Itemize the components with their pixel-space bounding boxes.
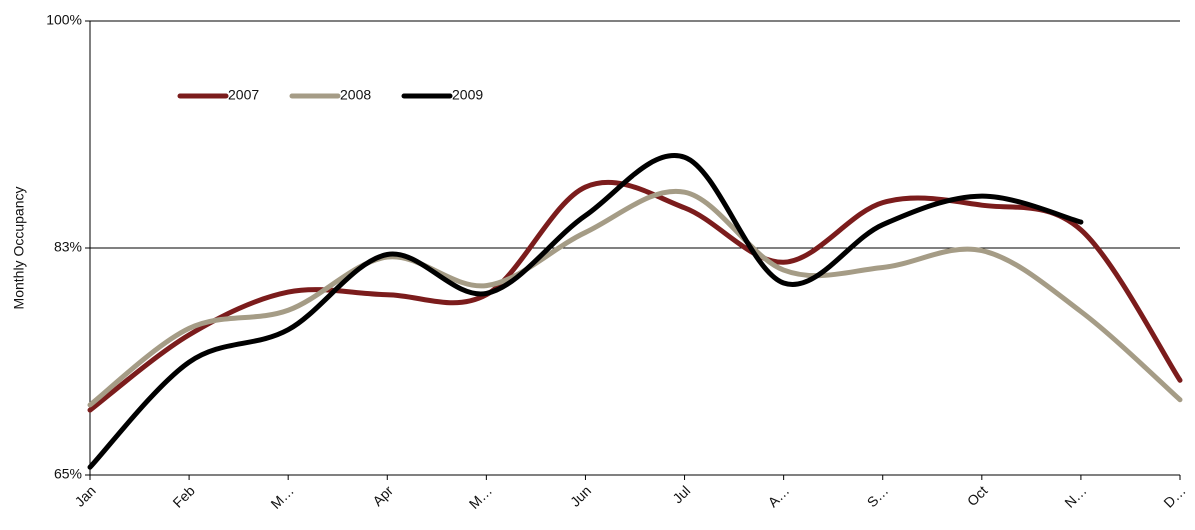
- x-tick-label: M…: [466, 482, 495, 511]
- legend-label: 2007: [228, 87, 259, 103]
- series-line: [87, 180, 1183, 413]
- x-tick-label: Jun: [567, 482, 594, 509]
- x-tick-label: Jan: [71, 482, 98, 509]
- x-tick-label: A…: [765, 482, 793, 510]
- series-line: [87, 153, 1084, 470]
- y-axis-label: Monthly Occupancy: [11, 187, 27, 310]
- x-tick-label: Feb: [169, 482, 198, 511]
- x-tick-label: Oct: [964, 482, 991, 509]
- legend-label: 2008: [340, 87, 371, 103]
- series-line: [87, 188, 1183, 408]
- y-tick-label: 100%: [46, 12, 82, 28]
- x-tick-label: M…: [267, 482, 296, 511]
- legend-label: 2009: [452, 87, 483, 103]
- x-tick-label: N…: [1061, 482, 1089, 510]
- x-tick-label: Jul: [669, 482, 693, 506]
- x-tick-label: S…: [864, 482, 892, 510]
- y-tick-label: 83%: [54, 239, 82, 255]
- x-tick-label: D…: [1160, 482, 1188, 510]
- x-tick-label: Apr: [369, 482, 396, 509]
- y-tick-label: 65%: [54, 466, 82, 482]
